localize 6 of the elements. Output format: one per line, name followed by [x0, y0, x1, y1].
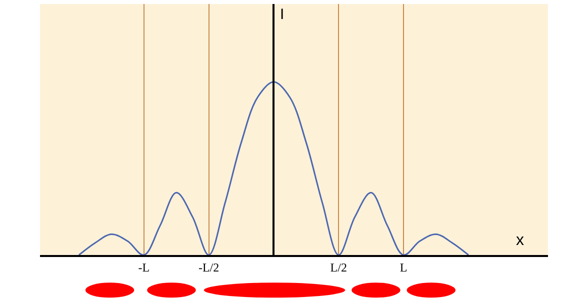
x-tick-label: L: [400, 260, 408, 274]
x-tick-label: -L: [138, 260, 150, 274]
x-tick-label: L/2: [330, 260, 347, 274]
x-axis-title: x: [516, 232, 524, 249]
x-tick-label: -L/2: [198, 260, 220, 274]
y-axis-title: I: [280, 6, 284, 23]
